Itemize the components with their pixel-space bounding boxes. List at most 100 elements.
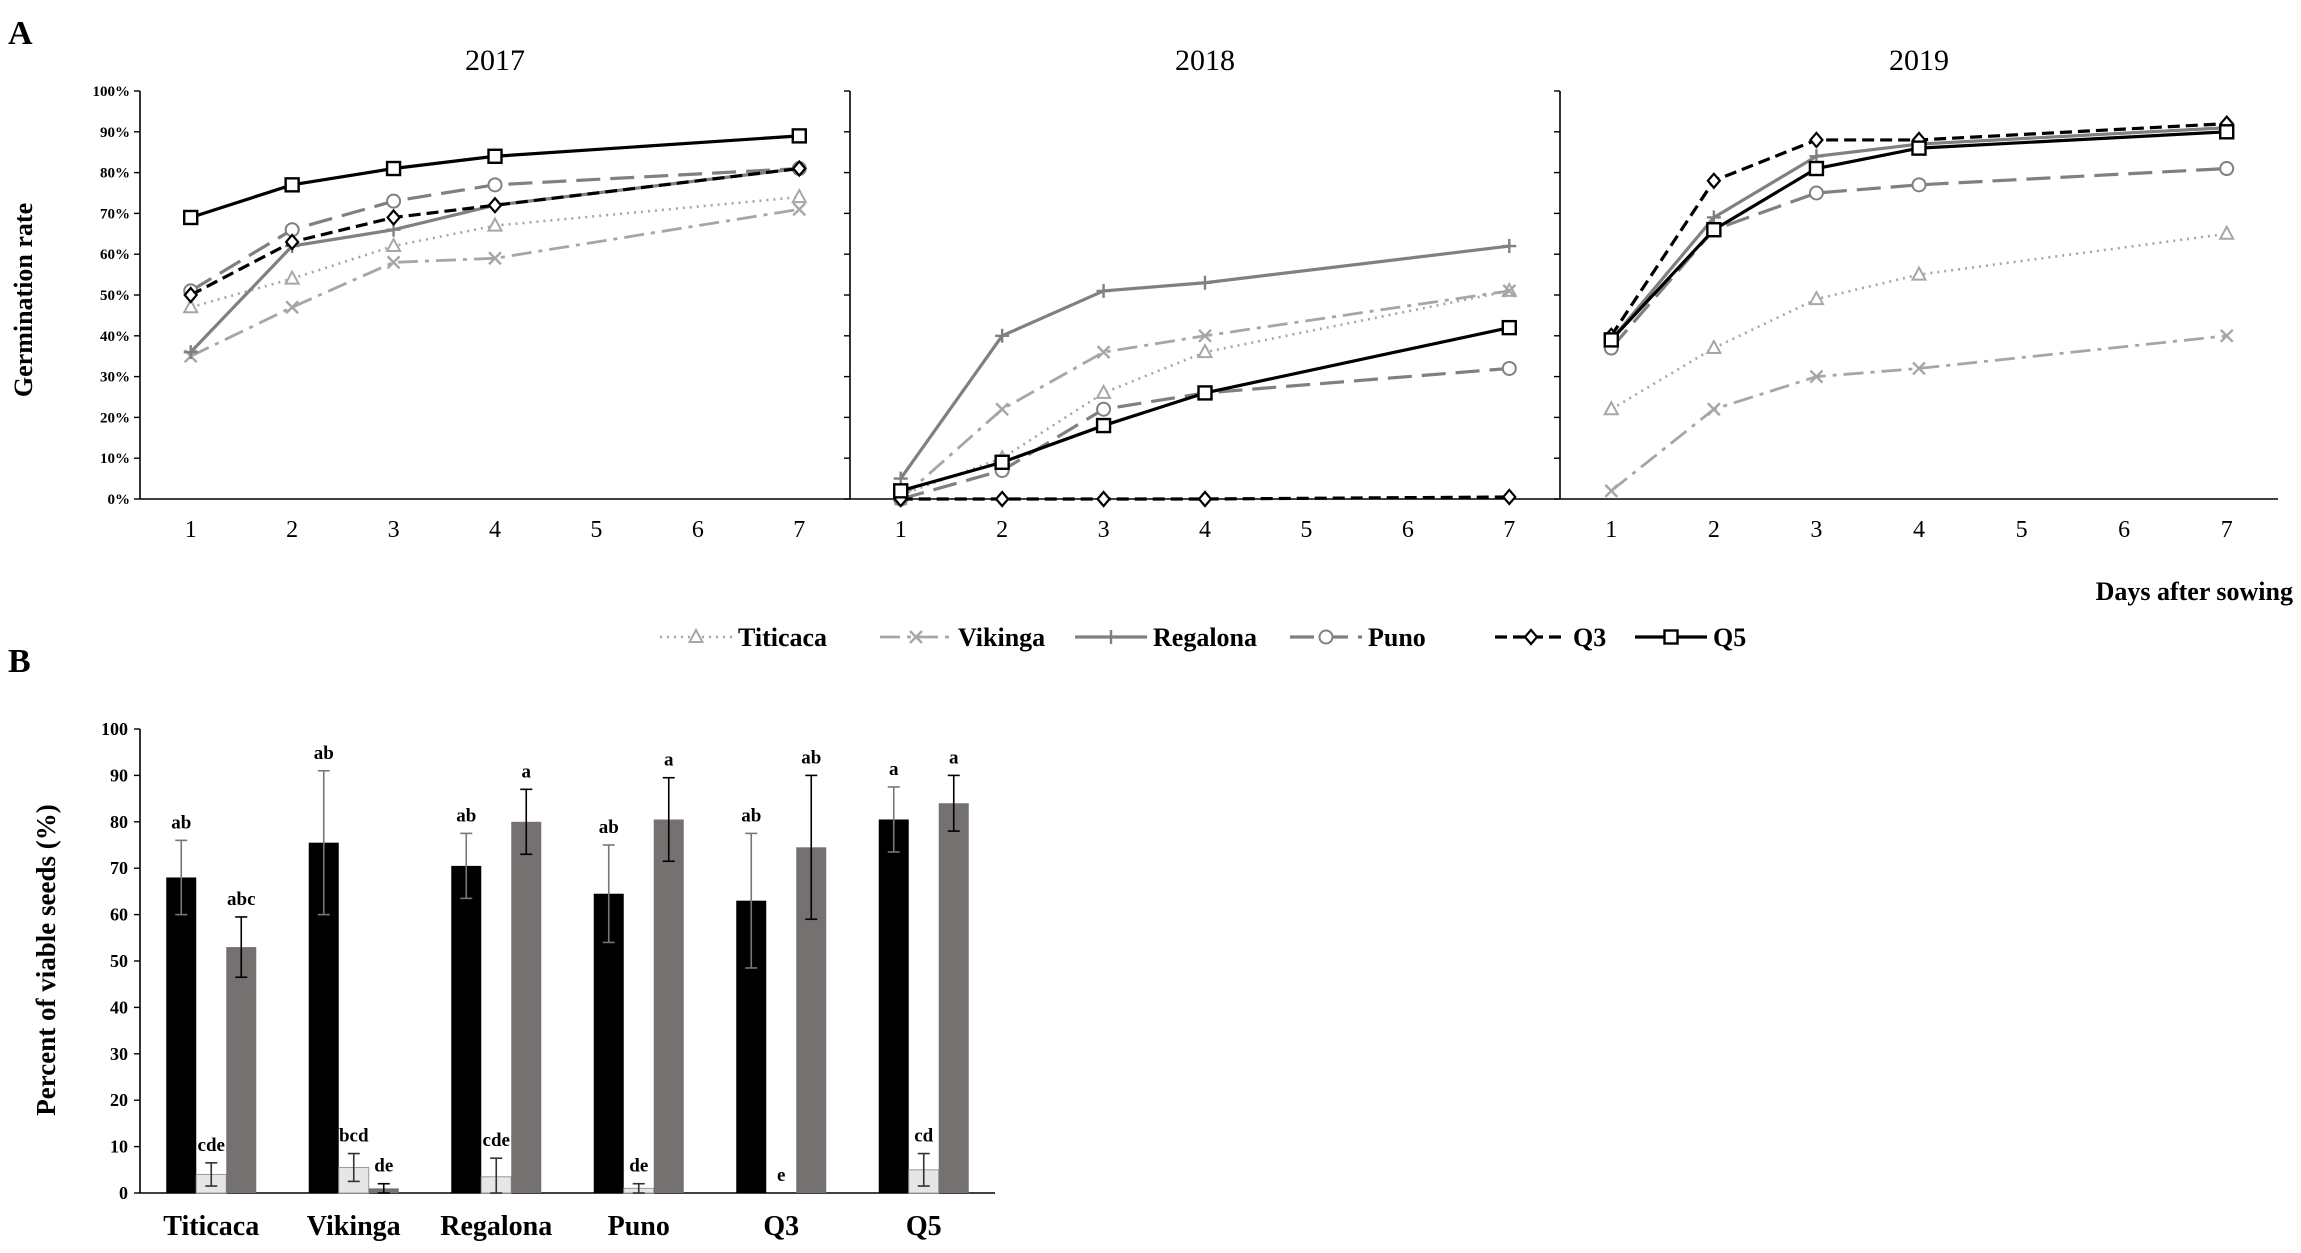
data-point-marker <box>487 148 503 164</box>
x-tick-label: 2 <box>1708 517 1720 543</box>
data-point-marker <box>1197 385 1213 401</box>
significance-letter: ab <box>599 817 619 838</box>
y-tick-label: 100 <box>101 719 128 739</box>
data-point-marker <box>1808 160 1825 177</box>
significance-letter: ab <box>801 747 821 768</box>
significance-letter: de <box>629 1156 648 1177</box>
x-tick-label: 3 <box>1098 517 1110 543</box>
legend-swatch-marker <box>1104 630 1118 644</box>
significance-letter: de <box>374 1156 393 1177</box>
data-point-marker <box>1096 401 1112 417</box>
data-point-marker <box>1096 283 1111 298</box>
series-titicaca <box>1603 224 2235 416</box>
legend-item-vikinga: Vikinga <box>880 623 1045 652</box>
legend-swatch-marker <box>1663 629 1679 645</box>
category-label: Q3 <box>763 1211 799 1242</box>
y-tick-label: 10 <box>110 1137 128 1157</box>
germination-rate-line-charts: 2017 0% 10% 20% 30% 40% 50% 60% 70% 80% 90% 100% 1 2 3… <box>93 44 2278 543</box>
y-tick-label: 0% <box>108 492 131 508</box>
significance-letter: cde <box>198 1135 225 1156</box>
data-point-marker <box>1603 332 1619 348</box>
x-tick-label: 4 <box>1199 517 1211 543</box>
y-tick-label: 100% <box>93 84 131 100</box>
data-point-marker <box>994 454 1010 470</box>
data-point-marker <box>1501 488 1517 506</box>
y-tick-label: 30 <box>110 1044 128 1064</box>
significance-letter: bcd <box>339 1126 369 1147</box>
viable-seeds-bar-chart: 0102030405060708090100TiticacaabcdeabcVi… <box>101 719 995 1242</box>
x-tick-label: 2 <box>286 517 298 543</box>
series-q5 <box>183 128 807 226</box>
panel-b-label: B <box>8 643 31 680</box>
data-point-marker <box>1502 284 1517 298</box>
legend-swatch-marker <box>909 630 923 644</box>
significance-letter: a <box>664 750 674 771</box>
data-point-marker <box>486 216 504 232</box>
series-puno <box>893 360 1517 507</box>
y-tick-label: 40% <box>100 329 130 345</box>
legend-swatch-marker <box>687 627 705 643</box>
data-point-marker <box>1808 185 1824 201</box>
significance-letter: a <box>889 759 899 780</box>
x-tick-label: 6 <box>2118 517 2130 543</box>
data-point-marker <box>1706 222 1722 238</box>
bar-2017 <box>166 877 197 1193</box>
data-point-marker <box>1095 417 1112 434</box>
x-tick-label: 4 <box>1913 517 1925 543</box>
data-point-marker <box>1197 490 1213 508</box>
legend-swatch-marker <box>1318 629 1334 645</box>
legend-item-puno: Puno <box>1290 623 1426 652</box>
bar-2019 <box>511 821 542 1193</box>
series-q3 <box>893 488 1517 508</box>
x-tick-label: 1 <box>185 517 197 543</box>
y-tick-label: 30% <box>100 370 130 386</box>
data-point-marker <box>385 160 402 177</box>
data-point-marker <box>994 490 1010 508</box>
bar-2017 <box>593 893 624 1193</box>
data-point-marker <box>2219 161 2235 177</box>
data-point-marker <box>386 208 402 227</box>
data-point-marker <box>487 177 503 193</box>
data-point-marker <box>283 269 301 285</box>
panel-a-y-axis-title: Germination rate <box>9 203 38 397</box>
subplot-2018: 2018 1 2 3 4 5 6 7 <box>844 44 1560 543</box>
data-point-marker <box>2219 124 2235 140</box>
bar-group-puno: Puno ab de a <box>593 750 684 1242</box>
legend-label: Vikinga <box>958 623 1045 652</box>
y-tick-label: 40 <box>110 997 128 1017</box>
data-point-marker <box>183 209 199 226</box>
y-tick-label: 50 <box>110 951 128 971</box>
data-point-marker <box>1707 402 1721 417</box>
legend-label: Q5 <box>1713 623 1746 652</box>
data-point-marker <box>1706 172 1722 190</box>
y-tick-label: 20 <box>110 1090 128 1110</box>
legend-label: Regalona <box>1153 623 1257 652</box>
x-tick-label: 2 <box>996 517 1008 543</box>
x-tick-label: 6 <box>692 517 704 543</box>
data-point-marker <box>791 187 808 204</box>
y-tick-label: 60% <box>100 247 130 263</box>
y-tick-label: 80% <box>100 166 130 182</box>
data-point-marker <box>284 233 300 251</box>
legend-item-regalona: Regalona <box>1075 623 1257 652</box>
y-tick-label: 90 <box>110 765 128 785</box>
legend-item-q5: Q5 <box>1635 623 1746 652</box>
legend-label: Q3 <box>1573 623 1606 652</box>
x-tick-label: 3 <box>388 517 400 543</box>
data-point-marker <box>791 159 807 178</box>
bar-2019 <box>938 803 969 1193</box>
significance-letter: ab <box>314 743 334 764</box>
data-point-marker <box>1196 343 1214 359</box>
category-label: Regalona <box>440 1211 552 1242</box>
significance-letter: ab <box>741 805 761 826</box>
data-point-marker <box>2219 328 2234 343</box>
bar-group-titicaca: Titicaca ab cde abc <box>163 812 259 1242</box>
data-point-marker <box>1809 369 1824 384</box>
x-tick-label: 1 <box>1605 517 1617 543</box>
x-tick-label: 7 <box>1503 517 1515 543</box>
data-point-marker <box>488 251 502 266</box>
subplot-title: 2017 <box>465 44 525 77</box>
bar-group-regalona: Regalona ab cde a <box>440 761 552 1242</box>
data-point-marker <box>1911 140 1927 156</box>
